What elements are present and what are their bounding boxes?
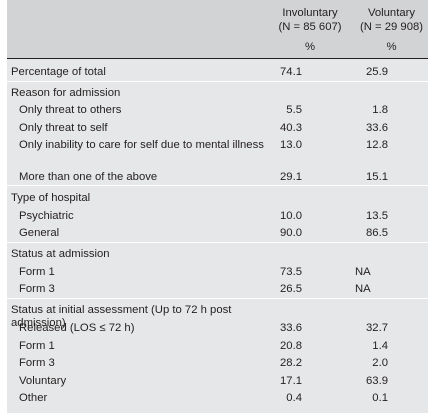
row-label: Only threat to others (19, 104, 122, 116)
involuntary-value: 10.0 (280, 210, 302, 222)
row-label: Form 1 (19, 340, 55, 352)
involuntary-title: Involuntary (282, 7, 338, 19)
involuntary-value: 29.1 (280, 171, 302, 183)
involuntary-value: 13.0 (280, 139, 302, 151)
row-label: Form 1 (19, 266, 55, 278)
row-label: Only threat to self (19, 122, 108, 134)
row-label: Psychiatric (19, 210, 74, 222)
row-label: Voluntary (19, 375, 67, 387)
table-header: Involuntary (N = 85 607) % Voluntary (N … (7, 0, 428, 58)
voluntary-value: 63.9 (366, 375, 388, 387)
involuntary-value: 33.6 (280, 322, 302, 334)
voluntary-title: Voluntary (367, 7, 416, 19)
voluntary-value: NA (355, 283, 371, 295)
voluntary-column-header: Voluntary (N = 29 908) % (355, 6, 428, 54)
row-label: Only inability to care for self due to m… (19, 139, 264, 151)
voluntary-value: 33.6 (366, 122, 388, 134)
involuntary-value: 28.2 (280, 357, 302, 369)
voluntary-value: 2.0 (372, 357, 388, 369)
involuntary-value: 20.8 (280, 340, 302, 352)
involuntary-value: 74.1 (280, 66, 302, 78)
row-label: Released (LOS ≤ 72 h) (19, 322, 135, 334)
header-rule (7, 58, 428, 59)
row-label: Form 3 (19, 283, 55, 295)
involuntary-n: (N = 85 607) (278, 21, 342, 33)
voluntary-unit: % (386, 41, 397, 53)
section-label: Percentage of total (11, 66, 106, 78)
row-label: Form 3 (19, 357, 55, 369)
voluntary-value: 13.5 (366, 210, 388, 222)
voluntary-value: 32.7 (366, 322, 388, 334)
section-divider (7, 185, 428, 186)
admissions-table: Involuntary (N = 85 607) % Voluntary (N … (7, 0, 428, 413)
section-divider (7, 81, 428, 82)
row-label: General (19, 227, 60, 239)
involuntary-value: 73.5 (280, 266, 302, 278)
row-label: More than one of the above (19, 171, 158, 183)
involuntary-column-header: Involuntary (N = 85 607) % (265, 6, 355, 54)
section-label: Type of hospital (11, 192, 91, 204)
involuntary-value: 90.0 (280, 227, 302, 239)
voluntary-value: 12.8 (366, 139, 388, 151)
voluntary-value: NA (355, 266, 371, 278)
voluntary-value: 1.4 (372, 340, 388, 352)
section-label: Reason for admission (11, 87, 121, 99)
involuntary-unit: % (304, 41, 316, 53)
involuntary-value: 17.1 (280, 375, 302, 387)
section-divider (7, 242, 428, 243)
voluntary-value: 0.1 (372, 392, 388, 404)
row-label: Other (19, 392, 48, 404)
involuntary-value: 0.4 (286, 392, 302, 404)
involuntary-value: 26.5 (280, 283, 302, 295)
section-divider (7, 298, 428, 299)
voluntary-n: (N = 29 908) (359, 21, 424, 33)
involuntary-value: 5.5 (286, 104, 302, 116)
voluntary-value: 15.1 (366, 171, 388, 183)
section-label: Status at admission (11, 248, 110, 260)
involuntary-value: 40.3 (280, 122, 302, 134)
section-label: Status at initial assessment (Up to 72 h… (11, 304, 232, 329)
voluntary-value: 86.5 (366, 227, 388, 239)
voluntary-value: 25.9 (366, 66, 388, 78)
voluntary-value: 1.8 (372, 104, 388, 116)
